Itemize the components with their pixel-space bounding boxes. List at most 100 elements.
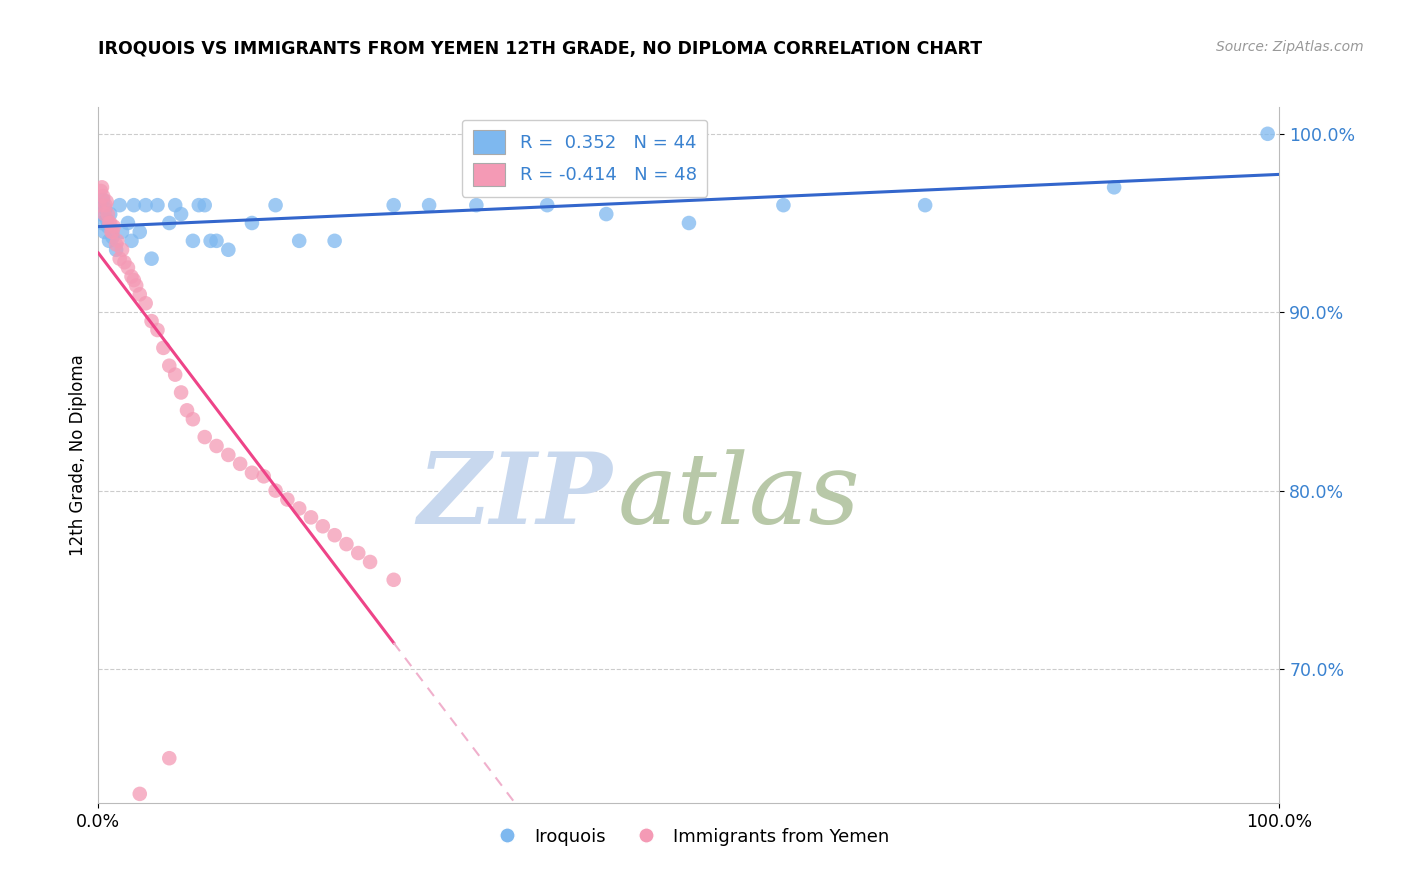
Point [96, 194, 118, 209]
Point [98, 216, 121, 230]
Point [94, 202, 117, 216]
Point [98, 234, 121, 248]
Point [205, 234, 228, 248]
Point [276, 492, 298, 507]
Point [288, 234, 311, 248]
Point [240, 466, 263, 480]
Point [105, 243, 128, 257]
Point [264, 483, 287, 498]
Point [117, 260, 139, 275]
Point [170, 207, 193, 221]
Point [135, 296, 157, 310]
Point [89, 198, 111, 212]
Point [94, 198, 117, 212]
Point [194, 198, 217, 212]
Point [323, 234, 346, 248]
Point [128, 225, 150, 239]
Point [103, 219, 125, 234]
Point [536, 198, 558, 212]
Point [382, 573, 405, 587]
Point [98, 207, 121, 221]
Point [101, 230, 124, 244]
Point [90, 207, 112, 221]
Point [194, 430, 217, 444]
Text: atlas: atlas [619, 449, 860, 544]
Point [165, 368, 187, 382]
Point [141, 252, 163, 266]
Point [112, 255, 135, 269]
Point [93, 225, 115, 239]
Point [93, 207, 115, 221]
Point [91, 216, 114, 230]
Point [347, 546, 370, 560]
Point [288, 501, 311, 516]
Point [157, 216, 180, 230]
Point [96, 212, 118, 227]
Point [1102, 180, 1125, 194]
Point [105, 234, 128, 248]
Point [170, 385, 193, 400]
Point [229, 457, 252, 471]
Point [157, 751, 180, 765]
Point [181, 234, 204, 248]
Point [205, 439, 228, 453]
Point [125, 278, 148, 293]
Point [141, 314, 163, 328]
Point [465, 198, 488, 212]
Point [1257, 127, 1279, 141]
Point [89, 198, 111, 212]
Point [165, 198, 187, 212]
Point [176, 403, 198, 417]
Point [914, 198, 936, 212]
Point [217, 448, 239, 462]
Y-axis label: 12th Grade, No Diploma: 12th Grade, No Diploma [69, 354, 87, 556]
Point [97, 207, 120, 221]
Point [91, 193, 114, 207]
Point [181, 412, 204, 426]
Point [100, 225, 122, 239]
Point [122, 198, 145, 212]
Legend: Iroquois, Immigrants from Yemen: Iroquois, Immigrants from Yemen [482, 821, 896, 853]
Point [264, 198, 287, 212]
Point [101, 225, 124, 239]
Point [91, 189, 114, 203]
Point [146, 198, 169, 212]
Point [772, 198, 794, 212]
Text: IROQUOIS VS IMMIGRANTS FROM YEMEN 12TH GRADE, NO DIPLOMA CORRELATION CHART: IROQUOIS VS IMMIGRANTS FROM YEMEN 12TH G… [98, 40, 983, 58]
Point [108, 252, 131, 266]
Point [121, 234, 143, 248]
Point [323, 528, 346, 542]
Point [200, 234, 222, 248]
Point [117, 216, 139, 230]
Point [382, 198, 405, 212]
Point [108, 198, 131, 212]
Text: Source: ZipAtlas.com: Source: ZipAtlas.com [1216, 40, 1364, 54]
Point [217, 243, 239, 257]
Point [122, 273, 145, 287]
Point [98, 216, 121, 230]
Point [157, 359, 180, 373]
Point [312, 519, 335, 533]
Point [121, 269, 143, 284]
Point [90, 184, 112, 198]
Point [253, 469, 276, 483]
Point [135, 198, 157, 212]
Point [128, 287, 150, 301]
Point [146, 323, 169, 337]
Point [299, 510, 322, 524]
Point [105, 237, 128, 252]
Point [187, 198, 209, 212]
Point [97, 219, 120, 234]
Text: ZIP: ZIP [418, 449, 612, 545]
Point [111, 243, 134, 257]
Point [359, 555, 381, 569]
Point [595, 207, 617, 221]
Point [678, 216, 700, 230]
Point [152, 341, 174, 355]
Point [240, 216, 263, 230]
Point [91, 180, 114, 194]
Point [111, 225, 134, 239]
Point [418, 198, 440, 212]
Point [335, 537, 357, 551]
Point [128, 787, 150, 801]
